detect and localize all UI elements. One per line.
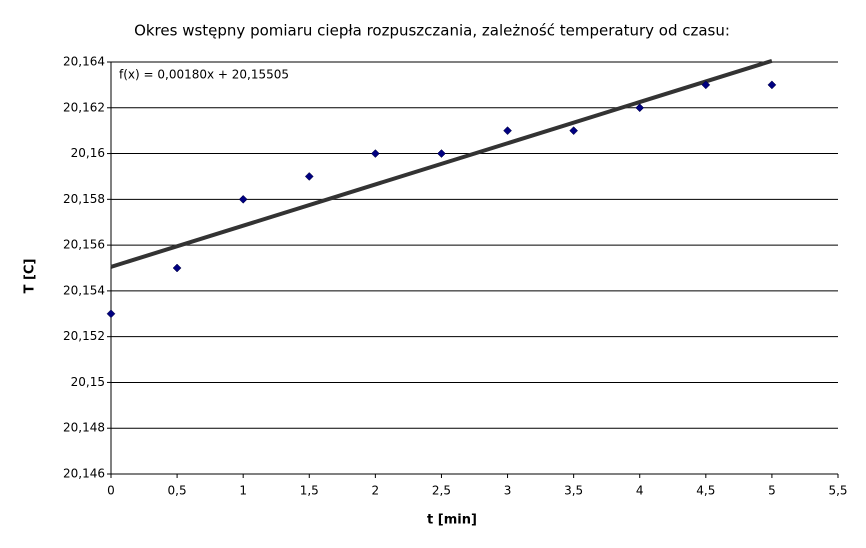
y-tick-label: 20,146 [63, 467, 105, 481]
y-tick-label: 20,148 [63, 421, 105, 435]
x-tick-label: 3 [504, 484, 512, 498]
y-tick-label: 20,15 [71, 375, 105, 389]
data-point [238, 194, 248, 204]
data-point [304, 172, 314, 181]
x-tick-label: 0 [107, 484, 115, 498]
data-point [569, 126, 578, 136]
data-point [503, 126, 512, 136]
y-tick-label: 20,164 [63, 55, 105, 69]
data-point [767, 80, 777, 90]
x-tick-label: 0,5 [168, 484, 187, 498]
y-tick-label: 20,162 [63, 100, 105, 114]
y-tick-label: 20,16 [71, 146, 105, 160]
data-point [371, 149, 380, 158]
data-point [635, 103, 645, 113]
x-tick-label: 1,5 [300, 484, 319, 498]
x-axis-label: t [min] [427, 513, 477, 528]
chart-title: Okres wstępny pomiaru ciepła rozpuszczan… [134, 22, 730, 40]
y-tick-label: 20,156 [63, 238, 105, 252]
x-tick-label: 5 [768, 484, 776, 498]
y-tick-label: 20,158 [63, 192, 105, 206]
trendline-equation: f(x) = 0,00180x + 20,15505 [119, 68, 289, 82]
x-tick-label: 3,5 [564, 484, 583, 498]
trendline [110, 58, 773, 269]
y-tick-label: 20,152 [63, 329, 105, 343]
data-point [106, 309, 116, 319]
data-point [172, 263, 182, 273]
y-tick-label: 20,154 [63, 283, 105, 297]
data-point [701, 80, 711, 90]
x-tick-label: 1 [239, 484, 247, 498]
x-tick-label: 2 [372, 484, 380, 498]
y-axis-label: T [C] [23, 259, 38, 294]
x-tick-label: 5,5 [828, 484, 847, 498]
x-tick-label: 4,5 [696, 484, 715, 498]
x-tick-label: 2,5 [432, 484, 451, 498]
data-point [437, 149, 446, 158]
x-tick-label: 4 [636, 484, 644, 498]
